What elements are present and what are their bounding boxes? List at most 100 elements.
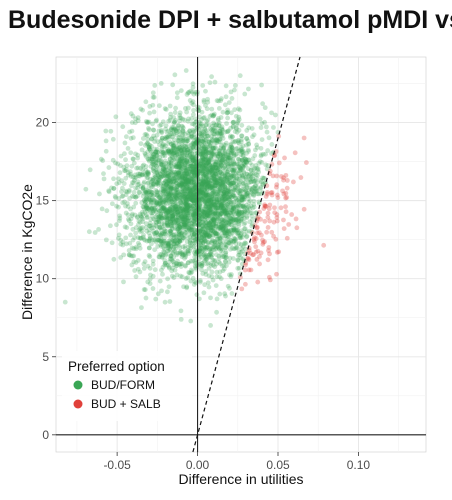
data-point-bud-form (203, 193, 209, 199)
data-point-bud-form (216, 233, 222, 239)
data-point-bud-form (237, 168, 242, 174)
data-point-bud-form (150, 286, 156, 291)
data-point-bud-form (168, 127, 174, 133)
data-point-bud-form (208, 155, 214, 161)
data-point-bud-form (232, 166, 238, 172)
data-point-bud-form (144, 228, 150, 234)
data-point-bud-form (211, 182, 217, 188)
data-point-bud-form (222, 150, 227, 156)
data-point-bud-salb (260, 241, 266, 247)
data-point-bud-form (120, 239, 126, 245)
data-point-bud-form (163, 231, 168, 237)
data-point-bud-form (202, 127, 208, 132)
data-point-bud-form (201, 212, 207, 218)
data-point-bud-form (183, 180, 189, 186)
data-point-bud-form (160, 169, 166, 175)
data-point-bud-form (211, 247, 217, 253)
data-point-bud-form (188, 258, 194, 264)
data-point-bud-form (217, 169, 223, 175)
data-point-bud-form (165, 276, 171, 282)
data-point-bud-form (210, 170, 216, 176)
data-point-bud-form (132, 212, 138, 218)
data-point-bud-form (173, 150, 179, 156)
data-point-bud-form (219, 217, 225, 223)
data-point-bud-form (252, 189, 257, 195)
data-point-bud-form (184, 158, 190, 163)
data-point-bud-form (181, 191, 187, 197)
data-point-bud-form (165, 184, 170, 189)
data-point-bud-form (215, 196, 221, 202)
data-point-bud-form (207, 194, 213, 199)
data-point-bud-form (168, 166, 174, 172)
data-point-bud-form (191, 214, 197, 219)
data-point-bud-form (212, 138, 218, 143)
data-point-bud-form (227, 150, 233, 156)
data-point-bud-form (192, 157, 198, 163)
data-point-bud-form (183, 154, 188, 159)
data-point-bud-form (218, 181, 224, 186)
data-point-bud-form (226, 216, 232, 222)
data-point-bud-form (157, 194, 162, 200)
data-point-bud-form (215, 179, 220, 185)
data-point-bud-form (162, 260, 168, 266)
data-point-bud-form (227, 177, 233, 183)
data-point-bud-form (242, 187, 247, 192)
data-point-bud-form (209, 167, 214, 173)
data-point-bud-form (191, 166, 197, 172)
data-point-bud-form (238, 232, 244, 238)
data-point-bud-form (212, 230, 218, 236)
data-point-bud-form (202, 166, 208, 171)
data-point-bud-form (209, 194, 214, 199)
data-point-bud-form (254, 165, 260, 171)
data-point-bud-form (248, 210, 253, 216)
data-point-bud-form (200, 216, 206, 222)
data-point-bud-form (214, 131, 219, 137)
data-point-bud-form (146, 207, 152, 213)
data-point-bud-form (265, 163, 271, 168)
data-point-bud-form (229, 207, 235, 213)
data-point-bud-form (220, 226, 226, 232)
data-point-bud-form (232, 87, 237, 93)
data-point-bud-form (101, 171, 106, 177)
data-point-bud-form (214, 197, 220, 203)
data-point-bud-form (158, 267, 164, 273)
data-point-bud-form (202, 195, 208, 201)
data-point-bud-form (248, 203, 254, 209)
data-point-bud-form (217, 235, 223, 240)
data-point-bud-form (172, 225, 178, 230)
data-point-bud-form (203, 153, 209, 159)
data-point-bud-form (231, 227, 237, 233)
data-point-bud-form (197, 213, 203, 219)
data-point-bud-form (226, 195, 231, 201)
data-point-bud-form (167, 172, 173, 178)
data-point-bud-form (177, 163, 183, 169)
data-point-bud-form (167, 156, 173, 162)
data-point-bud-form (182, 263, 188, 268)
data-point-bud-form (212, 148, 217, 154)
data-point-bud-form (214, 140, 220, 146)
data-point-bud-form (222, 210, 228, 215)
data-point-bud-form (133, 116, 138, 122)
data-point-bud-form (203, 128, 209, 134)
data-point-bud-form (190, 161, 196, 166)
data-point-bud-form (214, 138, 220, 143)
data-point-bud-form (178, 199, 184, 205)
data-point-bud-form (219, 124, 225, 130)
data-point-bud-form (183, 200, 189, 206)
data-point-bud-salb (298, 175, 304, 180)
data-point-bud-form (203, 173, 209, 179)
data-point-bud-form (204, 187, 210, 192)
data-point-bud-form (220, 197, 226, 203)
data-point-bud-form (179, 142, 185, 147)
data-point-bud-form (168, 230, 174, 236)
data-point-bud-form (205, 158, 211, 164)
data-point-bud-form (196, 233, 202, 239)
data-point-bud-form (126, 218, 132, 224)
data-point-bud-form (183, 196, 189, 202)
data-point-bud-form (222, 192, 228, 197)
data-point-bud-form (225, 168, 231, 173)
data-point-bud-form (190, 167, 195, 173)
data-point-bud-form (214, 309, 219, 315)
data-point-bud-form (136, 242, 142, 248)
data-point-bud-form (177, 174, 183, 180)
